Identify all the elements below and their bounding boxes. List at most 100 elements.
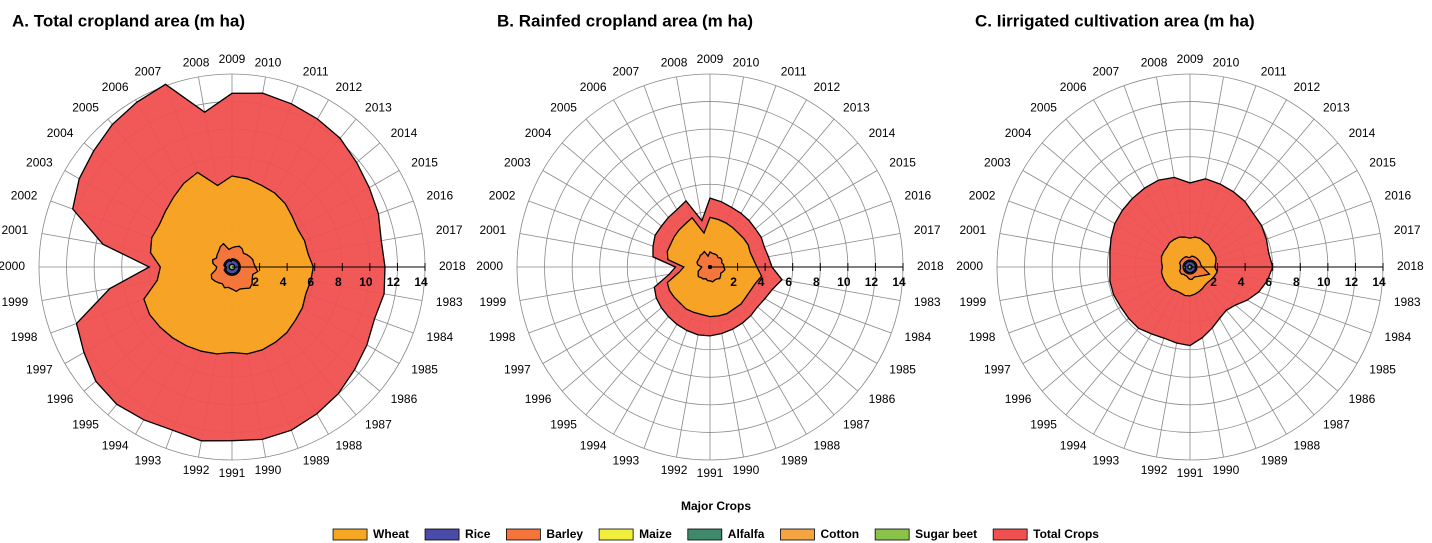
category-label: 1991 [1177, 466, 1204, 480]
tick-label: 14 [892, 275, 906, 289]
category-label: 2018 [917, 259, 944, 273]
tick-label: 14 [1372, 275, 1386, 289]
category-label: 1997 [26, 363, 53, 377]
category-label: 2002 [11, 188, 38, 202]
category-label: 2013 [1323, 101, 1350, 115]
areas [71, 83, 386, 442]
category-label: 2015 [1369, 156, 1396, 170]
category-label: 1994 [580, 438, 607, 452]
legend-label: Barley [546, 527, 583, 541]
category-label: 1998 [11, 330, 38, 344]
tick-label: 2 [730, 275, 737, 289]
tick-label: 6 [307, 275, 314, 289]
legend: Wheat Rice Barley Maize Alfalfa Cotton Sugar b… [332, 527, 1099, 541]
category-label: 1992 [1141, 463, 1168, 477]
tick-label: 12 [1345, 275, 1359, 289]
category-label: 2006 [580, 80, 607, 94]
legend-swatch [506, 528, 541, 541]
category-label: 1990 [1213, 463, 1240, 477]
tick-label: 4 [280, 275, 287, 289]
tick-label: 10 [837, 275, 851, 289]
category-label: 1996 [1005, 392, 1032, 406]
category-label: 1987 [365, 418, 392, 432]
chart-title: B. Rainfed cropland area (m ha) [497, 11, 753, 30]
category-label: 1998 [969, 330, 996, 344]
category-label: 2015 [411, 156, 438, 170]
category-label: 2007 [1092, 65, 1119, 79]
category-label: 1991 [219, 466, 246, 480]
category-label: 2014 [1349, 126, 1376, 140]
category-label: 1999 [479, 295, 506, 309]
category-label: 2008 [1141, 55, 1168, 69]
category-label: 2003 [504, 156, 531, 170]
category-label: 2012 [1294, 80, 1321, 94]
category-label: 1994 [102, 438, 129, 452]
category-label: 1985 [889, 363, 916, 377]
category-label: 2006 [102, 80, 129, 94]
radar-panel: B. Rainfed cropland area (m ha) 2 4 6 8 10 12 1… [476, 11, 944, 480]
tick-label: 14 [414, 275, 428, 289]
category-label: 2008 [661, 55, 688, 69]
chart-title: C. Iirrigated cultivation area (m ha) [975, 11, 1255, 30]
legend-label: Cotton [820, 527, 859, 541]
category-label: 2016 [905, 188, 932, 202]
legend-swatch [332, 528, 368, 541]
legend-label: Total Crops [1033, 527, 1099, 541]
category-label: 2011 [1261, 65, 1287, 79]
legend-swatch [874, 528, 910, 541]
category-label: 1995 [550, 418, 577, 432]
category-label: 1988 [336, 438, 363, 452]
legend-swatch [780, 528, 815, 541]
category-label: 2014 [869, 126, 896, 140]
category-label: 2004 [47, 126, 74, 140]
category-label: 2006 [1060, 80, 1087, 94]
category-label: 2000 [956, 259, 983, 273]
category-label: 2005 [72, 101, 99, 115]
category-label: 2014 [391, 126, 418, 140]
category-label: 2001 [959, 223, 986, 237]
category-label: 2005 [1030, 101, 1057, 115]
tick-label: 12 [387, 275, 401, 289]
category-label: 1991 [697, 466, 724, 480]
tick-label: 12 [865, 275, 879, 289]
category-label: 2004 [1005, 126, 1032, 140]
category-label: 1990 [733, 463, 760, 477]
category-label: 2000 [0, 259, 25, 273]
tick-label: 2 [252, 275, 259, 289]
legend-swatch [598, 528, 634, 541]
category-label: 1983 [1394, 295, 1421, 309]
legend-swatch [992, 528, 1028, 541]
category-label: 2017 [436, 223, 463, 237]
category-label: 2013 [365, 101, 392, 115]
category-label: 1994 [1060, 438, 1087, 452]
legend-swatch [424, 528, 460, 541]
category-label: 1984 [905, 330, 932, 344]
category-label: 1983 [914, 295, 941, 309]
category-label: 2003 [26, 156, 53, 170]
category-label: 2015 [889, 156, 916, 170]
category-label: 2012 [336, 80, 363, 94]
category-label: 1987 [1323, 418, 1350, 432]
tick-label: 6 [785, 275, 792, 289]
category-label: 1996 [525, 392, 552, 406]
category-label: 1988 [1294, 438, 1321, 452]
tick-label: 4 [1238, 275, 1245, 289]
tick-label: 10 [1317, 275, 1331, 289]
category-label: 1998 [489, 330, 516, 344]
category-label: 2009 [697, 52, 724, 66]
legend-label: Sugar beet [915, 527, 977, 541]
tick-label: 8 [813, 275, 820, 289]
category-label: 2004 [525, 126, 552, 140]
category-label: 1995 [72, 418, 99, 432]
category-label: 1993 [612, 454, 639, 468]
category-label: 1989 [781, 454, 808, 468]
tick-label: 4 [758, 275, 765, 289]
category-label: 1986 [869, 392, 896, 406]
category-label: 1992 [183, 463, 210, 477]
category-label: 1997 [504, 363, 531, 377]
category-label: 1999 [1, 295, 28, 309]
legend-label: Rice [465, 527, 491, 541]
category-label: 1996 [47, 392, 74, 406]
category-label: 1984 [1385, 330, 1412, 344]
